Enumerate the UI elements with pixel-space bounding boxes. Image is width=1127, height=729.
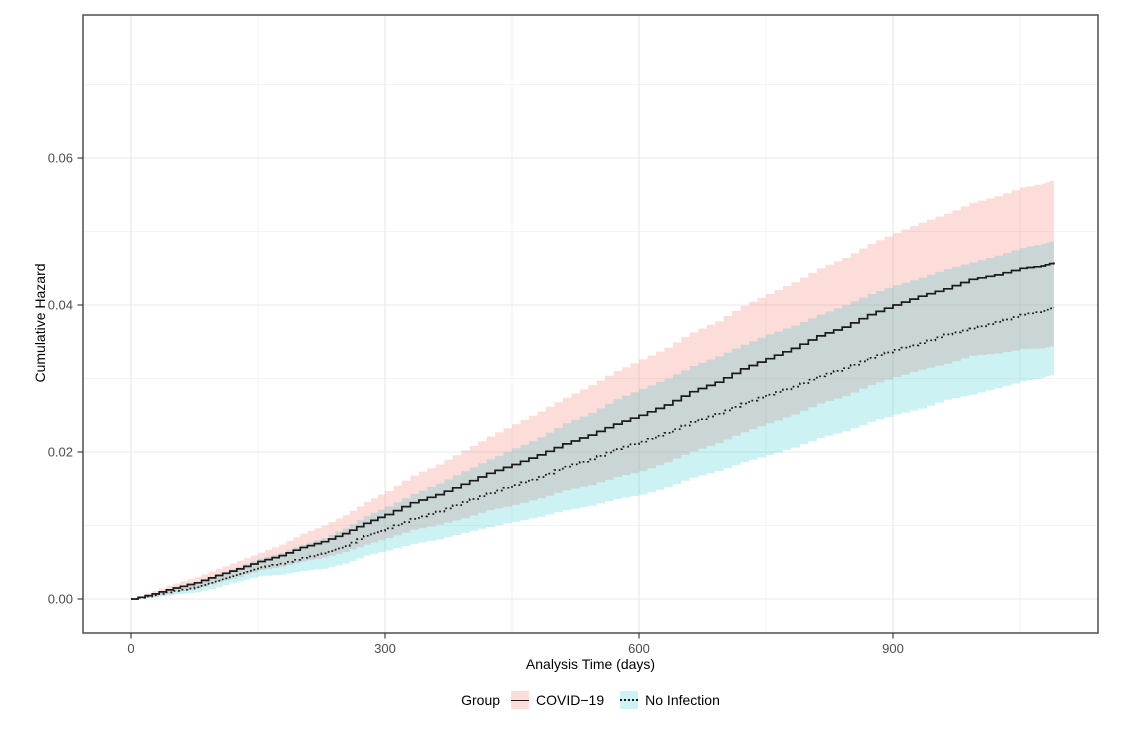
axis-ticks <box>77 157 894 639</box>
covid-19-confidence-band <box>131 179 1054 600</box>
x-tick-label: 600 <box>628 641 650 656</box>
covid-19-hazard-line <box>131 262 1055 600</box>
legend-title: Group <box>461 692 501 708</box>
legend-key-no-infection-swatch <box>620 691 639 709</box>
y-tick-label: 0.00 <box>48 592 73 607</box>
legend-item-covid-19: COVID−19 <box>511 691 604 709</box>
y-axis-title: Cumulative Hazard <box>32 263 48 383</box>
x-tick-label: 900 <box>882 641 904 656</box>
x-tick-label: 300 <box>374 641 396 656</box>
legend-label-covid-19: COVID−19 <box>536 692 605 708</box>
y-tick-label: 0.06 <box>48 151 73 166</box>
panel-border <box>82 14 1099 634</box>
x-tick-label: 0 <box>127 641 134 656</box>
confidence-bands <box>131 179 1054 600</box>
tick-labels: 0 300 600 900 0.00 0.02 0.04 0.06 <box>48 151 904 657</box>
legend-key-covid-19-swatch <box>511 691 530 709</box>
hazard-lines <box>131 262 1055 600</box>
grid-minor <box>83 15 1098 633</box>
legend-label-no-infection: No Infection <box>645 692 720 708</box>
covid-19-solid-line-sample <box>511 699 530 701</box>
y-tick-label: 0.04 <box>48 298 73 313</box>
no-infection-dotted-line-sample <box>620 699 639 701</box>
y-tick-label: 0.02 <box>48 445 73 460</box>
legend: Group COVID−19 No Infection <box>83 688 1098 712</box>
legend-item-no-infection: No Infection <box>620 691 720 709</box>
x-axis-title: Analysis Time (days) <box>525 656 656 672</box>
no-infection-confidence-band <box>131 240 1054 600</box>
